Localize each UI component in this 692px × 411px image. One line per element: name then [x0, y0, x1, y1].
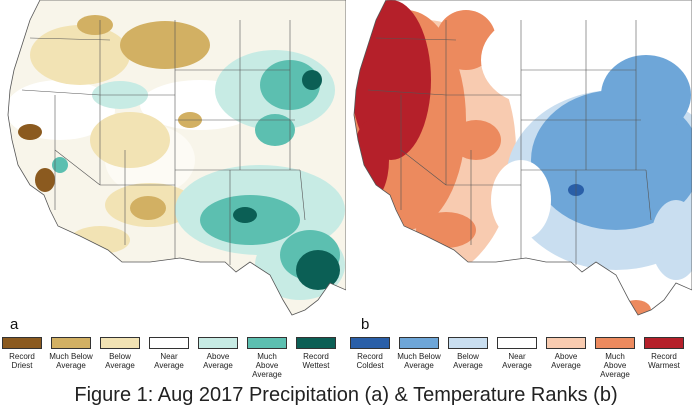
temperature-legend-label: Near Average: [502, 352, 532, 370]
precipitation-legend-label: Above Average: [203, 352, 233, 370]
temperature-legend-swatch: [350, 337, 390, 349]
temperature-legend-swatch: [497, 337, 537, 349]
precipitation-legend-swatch: [149, 337, 189, 349]
temperature-legend-swatch: [399, 337, 439, 349]
temperature-legend-item: Above Average: [544, 337, 588, 370]
precipitation-legend-item: Below Average: [98, 337, 142, 370]
precipitation-legend-label: Much Above Average: [252, 352, 282, 379]
precipitation-legend-swatch: [2, 337, 42, 349]
temperature-legend-item: Below Average: [446, 337, 490, 370]
temperature-legend-swatch: [448, 337, 488, 349]
precipitation-legend-item: Much Below Average: [49, 337, 93, 370]
temperature-legend-label: Above Average: [551, 352, 581, 370]
precipitation-legend-label: Near Average: [154, 352, 184, 370]
panel-label-b: b: [361, 316, 370, 333]
temperature-legend-item: Near Average: [495, 337, 539, 370]
precipitation-legend-label: Record Wettest: [302, 352, 330, 370]
temperature-legend-item: Record Coldest: [348, 337, 392, 370]
temperature-legend-swatch: [595, 337, 635, 349]
precipitation-legend-swatch: [198, 337, 238, 349]
precipitation-legend-swatch: [100, 337, 140, 349]
precipitation-legend-swatch: [296, 337, 336, 349]
temperature-legend-label: Record Coldest: [356, 352, 384, 370]
temperature-legend-label: Below Average: [453, 352, 483, 370]
temperature-legend-swatch: [644, 337, 684, 349]
temperature-legend-item: Much Below Average: [397, 337, 441, 370]
panel-label-a: a: [10, 316, 19, 333]
precipitation-legend-label: Record Driest: [9, 352, 35, 370]
precipitation-legend-item: Near Average: [147, 337, 191, 370]
temperature-legend-swatch: [546, 337, 586, 349]
precipitation-legend-label: Much Below Average: [49, 352, 93, 370]
temperature-legend-label: Record Warmest: [648, 352, 680, 370]
precipitation-map: [7, 0, 346, 316]
temperature-legend-label: Much Below Average: [397, 352, 441, 370]
precipitation-legend-swatch: [247, 337, 287, 349]
precipitation-legend-item: Much Above Average: [245, 337, 289, 379]
precipitation-legend-item: Record Wettest: [294, 337, 338, 370]
temperature-legend-item: Record Warmest: [642, 337, 686, 370]
precipitation-legend-item: Record Driest: [0, 337, 44, 370]
figure-caption: Figure 1: Aug 2017 Precipitation (a) & T…: [74, 384, 618, 406]
precipitation-legend-swatch: [51, 337, 91, 349]
temperature-map: [353, 0, 692, 316]
temperature-legend-label: Much Above Average: [600, 352, 630, 379]
temperature-legend-item: Much Above Average: [593, 337, 637, 379]
precipitation-legend-item: Above Average: [196, 337, 240, 370]
precipitation-legend-label: Below Average: [105, 352, 135, 370]
